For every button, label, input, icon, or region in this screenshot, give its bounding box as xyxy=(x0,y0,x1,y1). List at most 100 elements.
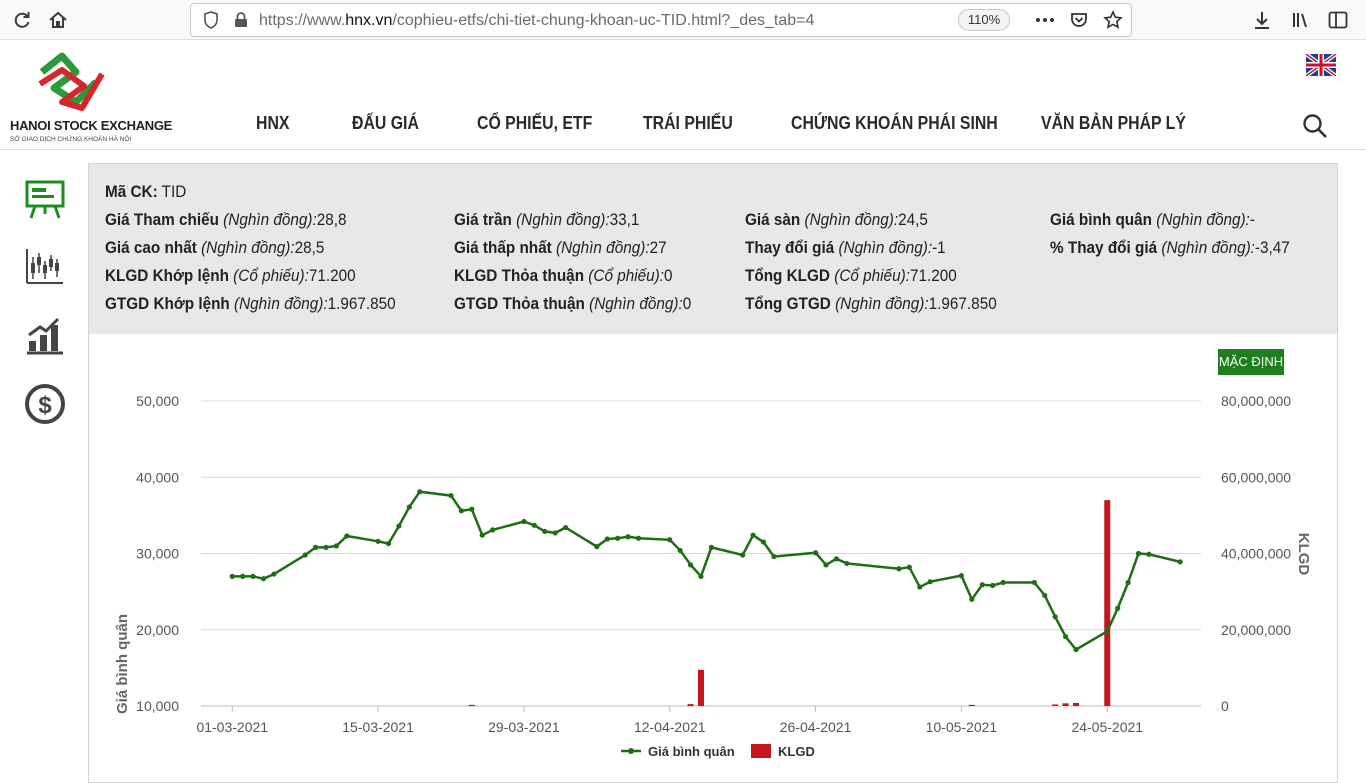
info-label: Giá cao nhất xyxy=(105,238,202,257)
volume-bars xyxy=(468,500,1111,706)
dollar-icon[interactable]: $ xyxy=(24,383,66,425)
info-label: Thay đổi giá xyxy=(745,238,839,257)
more-icon[interactable] xyxy=(1033,8,1057,32)
volume-bar xyxy=(687,704,694,706)
price-point xyxy=(1073,646,1079,653)
price-point xyxy=(1062,634,1069,640)
y2-tick-label: 40,000,000 xyxy=(1221,546,1291,562)
y-tick-label: 30,000 xyxy=(136,546,179,562)
price-point xyxy=(635,535,642,541)
price-point xyxy=(708,544,715,550)
info-value: 1.967.850 xyxy=(928,294,997,313)
price-point xyxy=(1115,605,1121,611)
search-icon[interactable] xyxy=(1302,113,1328,139)
candlestick-chart-icon[interactable] xyxy=(24,245,66,287)
price-point xyxy=(229,573,235,579)
price-point xyxy=(771,553,777,560)
legend-line-dot xyxy=(628,748,634,754)
reload-icon[interactable] xyxy=(10,8,34,32)
nav-van-ban-phap-ly[interactable]: VĂN BẢN PHÁP LÝ xyxy=(1041,113,1186,133)
x-tick-label: 26-04-2021 xyxy=(780,719,852,735)
info-item: Giá cao nhất (Nghìn đồng):28,5 xyxy=(105,238,324,258)
home-icon[interactable] xyxy=(46,8,70,32)
price-point xyxy=(552,530,558,536)
info-value: -1 xyxy=(932,238,946,257)
volume-bar xyxy=(1062,703,1069,706)
price-point xyxy=(542,528,548,534)
info-unit: (Nghìn đồng): xyxy=(516,210,610,229)
price-point xyxy=(385,540,392,547)
info-item: Tổng GTGD (Nghìn đồng):1.967.850 xyxy=(745,294,997,314)
nav-trai-phieu[interactable]: TRÁI PHIẾU xyxy=(643,113,733,133)
nav-co-phieu-etf[interactable]: CỔ PHIẾU, ETF xyxy=(477,113,593,133)
download-icon[interactable] xyxy=(1250,8,1274,32)
info-label: GTGD Khớp lệnh xyxy=(105,294,235,313)
info-unit: (Nghìn đồng): xyxy=(1156,210,1250,229)
price-point xyxy=(615,535,621,541)
price-point xyxy=(302,552,308,558)
info-item: GTGD Khớp lệnh (Nghìn đồng):1.967.850 xyxy=(105,294,396,314)
nav-hnx[interactable]: HNX xyxy=(256,113,290,133)
y2-tick-label: 0 xyxy=(1221,698,1229,714)
price-point xyxy=(271,571,277,577)
price-point xyxy=(927,579,933,585)
presentation-icon[interactable] xyxy=(24,178,66,220)
info-label: GTGD Thỏa thuận xyxy=(454,294,590,313)
site-header: HANOI STOCK EXCHANGE SỞ GIAO DỊCH CHỨNG … xyxy=(0,40,1366,150)
x-tick-label: 24-05-2021 xyxy=(1071,719,1143,735)
browser-toolbar: https://www.hnx.vn/cophieu-etfs/chi-tiet… xyxy=(0,0,1366,40)
price-point xyxy=(250,573,256,579)
price-point xyxy=(375,538,381,544)
lock-icon[interactable] xyxy=(229,8,253,32)
info-value: 0 xyxy=(663,266,673,285)
legend-volume-label: KLGD xyxy=(778,744,815,759)
price-point xyxy=(260,576,267,582)
bookmark-star-icon[interactable] xyxy=(1101,8,1125,32)
price-point xyxy=(594,544,600,550)
price-point xyxy=(1000,579,1006,586)
url-bar[interactable]: https://www.hnx.vn/cophieu-etfs/chi-tiet… xyxy=(190,3,1132,37)
stock-detail-panel: Mã CK: TID Giá Tham chiếu (Nghìn đồng):2… xyxy=(88,163,1338,783)
growth-chart-icon[interactable] xyxy=(24,315,66,357)
library-icon[interactable] xyxy=(1289,8,1313,32)
info-unit: (Cổ phiếu): xyxy=(834,266,910,285)
price-point xyxy=(896,566,902,572)
nav-chung-khoan-phai-sinh[interactable]: CHỨNG KHOÁN PHÁI SINH xyxy=(791,113,998,133)
info-unit: (Nghìn đồng): xyxy=(234,294,328,313)
volume-bar xyxy=(468,704,475,706)
pocket-icon[interactable] xyxy=(1067,8,1091,32)
price-point xyxy=(687,562,694,568)
info-value: 1.967.850 xyxy=(327,294,396,313)
y-tick-label: 20,000 xyxy=(136,622,179,638)
shield-icon[interactable] xyxy=(199,8,223,32)
info-value: 24,5 xyxy=(898,210,928,229)
y2-tick-label: 60,000,000 xyxy=(1221,469,1291,485)
price-point xyxy=(448,492,454,499)
price-point xyxy=(625,534,631,540)
price-point xyxy=(1104,628,1110,634)
url-text[interactable]: https://www.hnx.vn/cophieu-etfs/chi-tiet… xyxy=(259,12,815,29)
price-point xyxy=(1031,579,1037,586)
info-value: 28,8 xyxy=(316,210,347,229)
info-label: Tổng GTGD xyxy=(745,294,836,313)
default-view-button[interactable]: MẶC ĐỊNH xyxy=(1218,349,1284,375)
english-flag-icon[interactable] xyxy=(1304,52,1338,78)
info-value: -3,47 xyxy=(1254,238,1290,257)
logo-name: HANOI STOCK EXCHANGE xyxy=(10,118,173,133)
price-point xyxy=(1052,614,1058,620)
zoom-level[interactable]: 110% xyxy=(958,9,1010,31)
x-tick-label: 29-03-2021 xyxy=(488,719,560,735)
nav-dau-gia[interactable]: ĐẤU GIÁ xyxy=(352,113,419,133)
sidebar-icon[interactable] xyxy=(1326,8,1350,32)
x-tick-label: 01-03-2021 xyxy=(196,719,268,735)
info-unit: (Nghìn đồng): xyxy=(804,210,899,229)
info-item: KLGD Thỏa thuận (Cổ phiếu):0 xyxy=(454,266,673,286)
info-label: % Thay đổi giá xyxy=(1050,238,1162,257)
price-point xyxy=(677,547,683,554)
price-point xyxy=(240,573,246,579)
hnx-logo[interactable]: HANOI STOCK EXCHANGE SỞ GIAO DỊCH CHỨNG … xyxy=(10,50,172,145)
price-point xyxy=(990,582,996,589)
stock-info-box: Mã CK: TID Giá Tham chiếu (Nghìn đồng):2… xyxy=(89,164,1337,334)
info-item: Thay đổi giá (Nghìn đồng):-1 xyxy=(745,238,946,258)
price-point xyxy=(979,582,985,588)
